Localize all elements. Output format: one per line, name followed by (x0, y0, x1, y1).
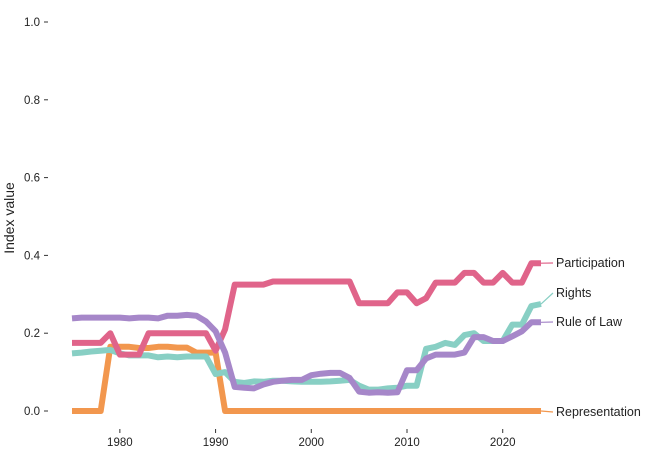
y-axis-label: Index value (1, 182, 17, 254)
y-tick-label: 1.0 (24, 17, 40, 29)
series-line-rule-of-law (71, 311, 541, 396)
y-axis: 0.0 0.2 0.4 0.6 0.8 1.0 (24, 17, 48, 418)
x-tick-label: 2010 (394, 437, 420, 449)
x-tick-label: 1990 (203, 437, 229, 449)
series-label-rule-of-law: Rule of Law (556, 315, 623, 329)
series-labels: Participation Rights Rule of Law Representa… (540, 256, 641, 419)
series-label-participation: Participation (556, 256, 625, 270)
y-tick-label: 0.6 (24, 173, 40, 185)
x-tick-label: 2000 (298, 437, 324, 449)
series-lines (71, 260, 542, 414)
label-connector (540, 410, 554, 413)
y-tick-label: 0.2 (24, 328, 40, 340)
x-axis: 1980 1990 2000 2010 2020 (107, 429, 516, 449)
series-label-rights: Rights (556, 286, 591, 300)
x-tick-label: 2020 (490, 437, 516, 449)
x-tick-label: 1980 (107, 437, 133, 449)
label-connector (540, 292, 554, 305)
series-line-participation (72, 260, 541, 358)
y-tick-label: 0.4 (24, 250, 41, 262)
series-label-representation: Representation (556, 405, 641, 419)
series-line-rights (71, 301, 542, 393)
y-tick-label: 0.8 (24, 95, 40, 107)
y-tick-label: 0.0 (24, 406, 40, 418)
series-line-representation (72, 343, 541, 414)
